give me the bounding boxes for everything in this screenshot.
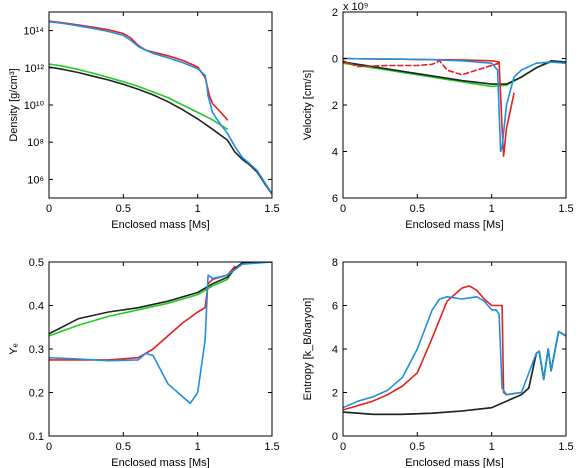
y-tick-label: 0.2: [29, 388, 44, 400]
plot-frame: [48, 11, 273, 199]
series-line-4: [343, 296, 566, 409]
plot-frame: [342, 11, 567, 199]
x-axis-label: Enclosed mass [Ms]: [405, 457, 503, 468]
x-tick-label: 1.5: [264, 203, 279, 215]
series-line-1: [49, 262, 272, 337]
panel-3: 0 0.5 1 1.5 0.1 0.2 0.3 0.4 0.5 Enclosed mass [Ms…: [8, 257, 280, 468]
x-tick-label: 1: [489, 441, 495, 453]
x-axis-label: Enclosed mass [Ms]: [111, 457, 209, 468]
x-axis-label: Enclosed mass [Ms]: [111, 219, 209, 231]
series-line-4: [343, 57, 515, 157]
y-tick-label: 6: [332, 193, 338, 205]
x-tick-label: 1.5: [264, 441, 279, 453]
series-line-5: [343, 57, 566, 153]
panel-1: 0 0.5 1 1.5 10⁶ 10⁸ 10¹⁰ 10¹² 10¹⁴ Enclosed mass …: [8, 11, 280, 231]
panel-4: 0 0.5 1 1.5 0 2 4 6 8 Enclosed mass [Ms] Entropy […: [302, 257, 574, 468]
y-tick-label: 10⁶: [27, 174, 44, 186]
series-line-2: [343, 60, 566, 85]
y-tick-label: 0.5: [29, 257, 44, 269]
y-axis-label: Velocity [cm/s]: [302, 70, 314, 140]
x-tick-label: 1.5: [558, 203, 573, 215]
series-line-3: [343, 60, 500, 76]
x-tick-label: 0.5: [116, 441, 131, 453]
y-tick-label: 10¹⁴: [23, 26, 44, 38]
y-tick-label: 2: [332, 388, 338, 400]
x-tick-label: 0: [340, 203, 346, 215]
series-line-4: [49, 262, 272, 405]
series-line-2: [343, 330, 566, 416]
x-tick-label: 1.5: [558, 441, 573, 453]
x-axis-label: Enclosed mass [Ms]: [405, 219, 503, 231]
x-tick-label: 1: [489, 203, 495, 215]
y-tick-label: 4: [332, 147, 338, 159]
y-tick-label: 0.1: [29, 431, 44, 443]
y-tick-label: 10¹⁰: [24, 100, 45, 112]
y-tick-label: 0: [332, 54, 338, 66]
x-tick-label: 0: [46, 203, 52, 215]
y-tick-label: 10¹²: [24, 63, 44, 75]
y-tick-label: 0.4: [29, 301, 44, 313]
x-tick-label: 0.5: [410, 203, 425, 215]
plot-frame: [342, 261, 567, 437]
y-tick-label: 2: [332, 100, 338, 112]
series-line-3: [343, 285, 523, 411]
panel-2: 0 0.5 1 1.5 2 0 2 4 6 Enclosed mass [Ms] Velocity …: [302, 1, 574, 231]
y-tick-label: 4: [332, 344, 338, 356]
x-tick-label: 1: [195, 203, 201, 215]
scale-note: x 10⁹: [343, 1, 369, 13]
x-tick-label: 0: [46, 441, 52, 453]
x-tick-label: 0: [340, 441, 346, 453]
plot-frame: [48, 261, 273, 437]
y-axis-label: Yₑ: [8, 343, 20, 354]
y-tick-label: 8: [332, 257, 338, 269]
y-tick-label: 0: [332, 431, 338, 443]
y-tick-label: 0.3: [29, 344, 44, 356]
y-axis-label: Entropy [k_B/baryon]: [302, 298, 314, 401]
x-tick-label: 0.5: [410, 441, 425, 453]
series-line-2: [49, 262, 272, 335]
series-line-1: [49, 63, 229, 130]
x-tick-label: 1: [195, 441, 201, 453]
y-tick-label: 6: [332, 301, 338, 313]
series-line-2: [49, 66, 272, 195]
x-tick-label: 0.5: [116, 203, 131, 215]
y-tick-label: 2: [332, 7, 338, 19]
series-line-4: [49, 20, 272, 195]
y-tick-label: 10⁸: [27, 137, 44, 149]
y-axis-label: Density [g/cm³]: [8, 68, 20, 141]
